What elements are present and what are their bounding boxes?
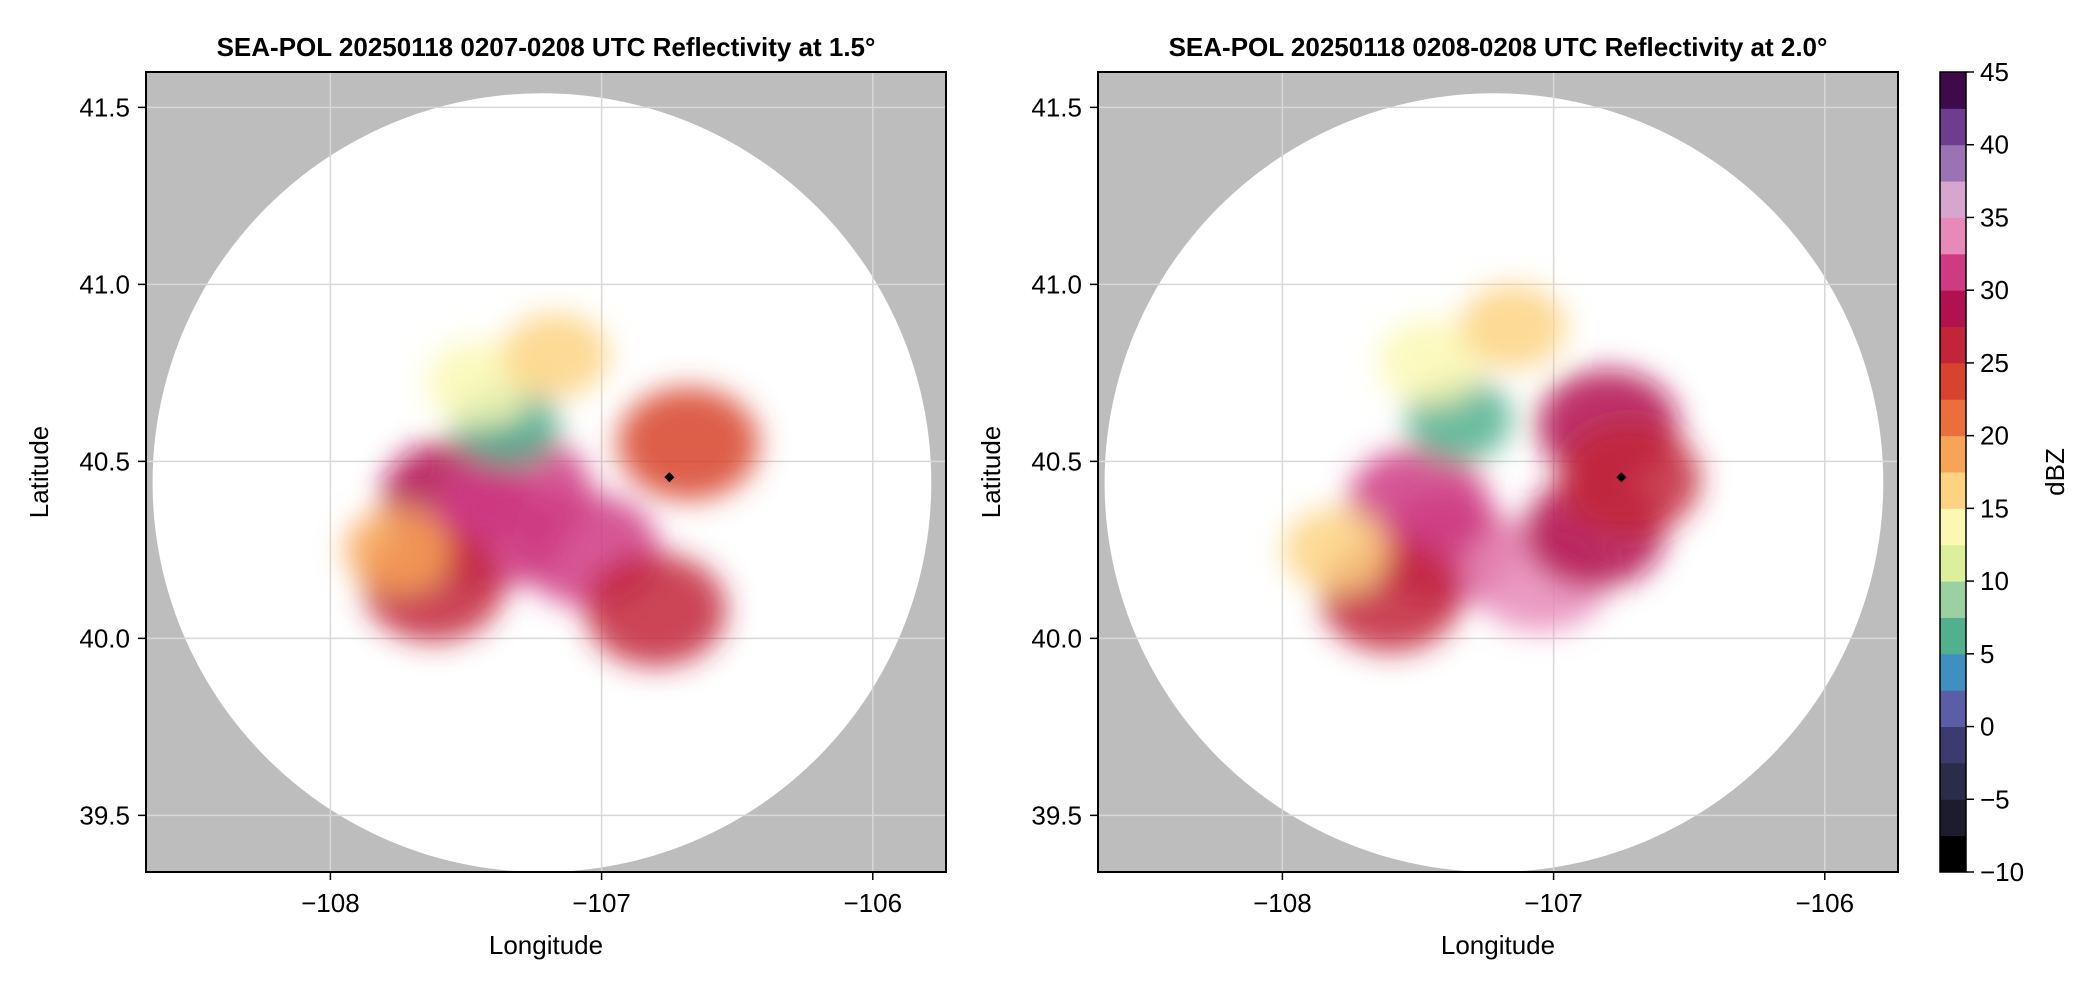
plot-frame xyxy=(1097,71,1899,873)
colorbar-swatch xyxy=(1940,362,1966,400)
colorbar-frame xyxy=(1939,71,1967,873)
x-axis-label: Longitude xyxy=(489,930,603,960)
colorbar-swatch xyxy=(1940,581,1966,618)
colorbar-tick-label: 45 xyxy=(1980,57,2009,87)
colorbar-tick-label: 20 xyxy=(1980,421,2009,451)
colorbar-tick-label: 25 xyxy=(1980,348,2009,378)
colorbar-tick-label: 15 xyxy=(1980,493,2009,523)
chart-title: SEA-POL 20250118 0207-0208 UTC Reflectiv… xyxy=(217,32,876,62)
x-tick-label: −107 xyxy=(1524,888,1583,918)
colorbar-tick-label: 35 xyxy=(1980,202,2009,232)
x-axis-label: Longitude xyxy=(1441,930,1555,960)
x-tick-label: −107 xyxy=(572,888,631,918)
colorbar-swatch xyxy=(1940,690,1966,728)
colorbar-swatch xyxy=(1940,799,1966,837)
colorbar-tick-label: 0 xyxy=(1980,712,1994,742)
colorbar-tick-label: 30 xyxy=(1980,275,2009,305)
echo-cell xyxy=(502,312,609,398)
colorbar-swatch xyxy=(1940,399,1966,437)
plot-frame xyxy=(145,71,947,873)
y-axis-label: Latitude xyxy=(24,426,54,519)
colorbar-swatch xyxy=(1940,653,1966,691)
colorbar-swatch xyxy=(1940,181,1966,218)
y-axis-label: Latitude xyxy=(976,426,1006,519)
colorbar-swatch xyxy=(1940,762,1966,800)
colorbar-swatch xyxy=(1940,108,1966,146)
colorbar-swatch xyxy=(1940,217,1966,255)
colorbar-swatch xyxy=(1940,72,1966,109)
site-marker xyxy=(1616,472,1627,483)
y-tick-label: 40.0 xyxy=(1031,623,1082,653)
colorbar-swatch xyxy=(1940,544,1966,582)
echo-cell xyxy=(1378,319,1485,405)
colorbar-swatch xyxy=(1940,435,1966,473)
colorbar-tick-label: 40 xyxy=(1980,130,2009,160)
x-tick-label: −108 xyxy=(301,888,360,918)
y-tick-label: 40.5 xyxy=(1031,446,1082,476)
colorbar-tick-label: 10 xyxy=(1980,566,2009,596)
x-tick-label: −106 xyxy=(843,888,902,918)
colorbar-swatch xyxy=(1940,835,1966,873)
site-marker xyxy=(664,472,675,483)
colorbar-swatch xyxy=(1940,253,1966,291)
reflectivity-field xyxy=(345,312,760,667)
chart-title: SEA-POL 20250118 0208-0208 UTC Reflectiv… xyxy=(1169,32,1828,62)
colorbar-swatch xyxy=(1940,326,1966,364)
y-tick-label: 41.5 xyxy=(79,92,130,122)
colorbar-tick-label: 5 xyxy=(1980,639,1994,669)
colorbar-swatch xyxy=(1940,472,1966,509)
y-tick-label: 40.0 xyxy=(79,623,130,653)
colorbar-swatch xyxy=(1940,726,1966,764)
y-tick-label: 41.0 xyxy=(1031,269,1082,299)
echo-cell xyxy=(585,553,727,667)
y-tick-label: 39.5 xyxy=(79,800,130,830)
radar-panel-2: −108 −107 −106 39.5 40.0 40.5 41.0 41.5 SEA-POL … xyxy=(976,32,1899,960)
x-tick-label: −106 xyxy=(1795,888,1854,918)
echo-cell xyxy=(1283,507,1390,593)
colorbar-tick-label: −5 xyxy=(1980,784,2010,814)
radar-panel-1: −108 −107 −106 39.5 40.0 40.5 41.0 41.5 SEA-POL … xyxy=(24,32,947,960)
echo-cell xyxy=(617,387,760,501)
radar-coverage-circle xyxy=(1104,93,1884,872)
reflectivity-field xyxy=(1283,284,1701,653)
colorbar-label: dBZ xyxy=(2040,448,2070,496)
colorbar-swatch xyxy=(1940,144,1966,182)
y-tick-label: 39.5 xyxy=(1031,800,1082,830)
colorbar: 45 40 35 30 25 20 15 10 5 0 −5 −10 dBZ xyxy=(1939,57,2070,887)
colorbar-tick-label: −10 xyxy=(1980,857,2024,887)
colorbar-swatch xyxy=(1940,508,1966,546)
y-tick-label: 40.5 xyxy=(79,446,130,476)
echo-cell xyxy=(345,507,452,593)
colorbar-swatch xyxy=(1940,290,1966,328)
echo-cell xyxy=(1459,284,1567,370)
gridlines xyxy=(1098,72,1898,872)
x-tick-label: −108 xyxy=(1253,888,1312,918)
echo-cell xyxy=(1558,422,1701,536)
y-tick-label: 41.0 xyxy=(79,269,130,299)
y-tick-label: 41.5 xyxy=(1031,92,1082,122)
colorbar-swatch xyxy=(1940,617,1966,655)
